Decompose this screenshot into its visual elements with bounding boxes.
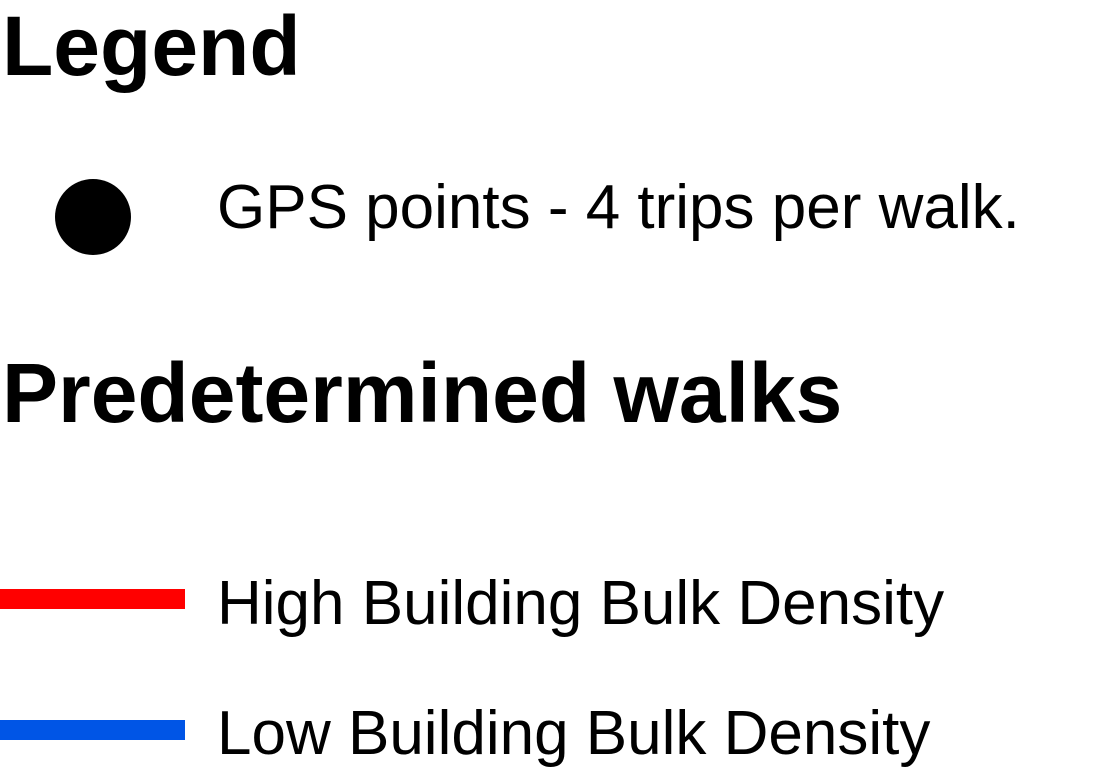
legend-title: Legend [2,0,301,93]
low-density-label: Low Building Bulk Density [217,699,931,768]
high-density-label: High Building Bulk Density [217,569,945,638]
gps-point-marker-icon [55,179,131,255]
predetermined-walks-title: Predetermined walks [2,346,843,440]
gps-points-label: GPS points - 4 trips per walk. [217,173,1020,242]
high-density-line-swatch [0,589,185,609]
low-density-line-swatch [0,720,185,740]
